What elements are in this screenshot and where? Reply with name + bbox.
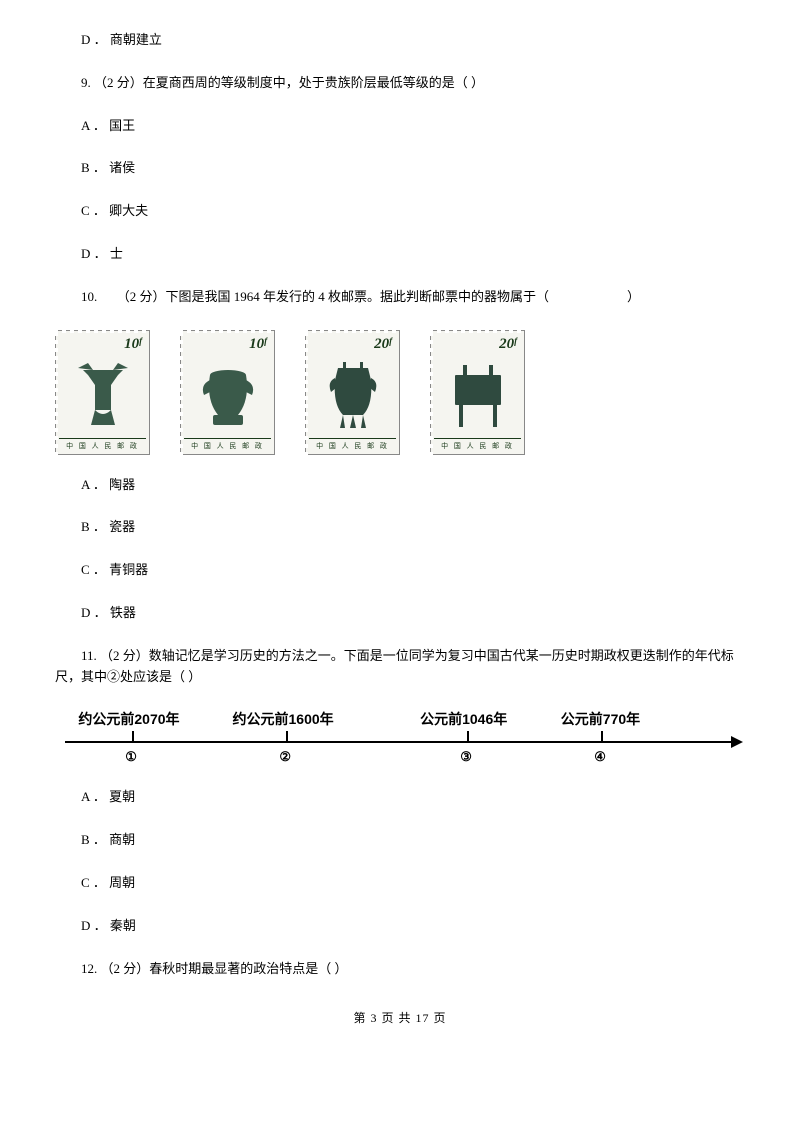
q9-option-d: D ． 士 — [55, 244, 745, 265]
bronze-vessel-icon — [73, 360, 133, 430]
q10-option-c: C ． 青铜器 — [55, 560, 745, 581]
bronze-vessel-icon — [323, 360, 383, 430]
stamp-3-vessel — [323, 353, 383, 438]
stamp-3: 20ᶠ 中 国 人 民 邮 政 — [305, 330, 400, 455]
bronze-vessel-icon — [443, 360, 513, 430]
timeline-label-2: 约公元前1600年 — [233, 709, 334, 729]
page-footer: 第 3 页 共 17 页 — [55, 1009, 745, 1026]
q10-option-d: D ． 铁器 — [55, 603, 745, 624]
q9-option-a: A ． 国王 — [55, 116, 745, 137]
timeline-bottom-labels: ① ② ③ ④ — [65, 749, 735, 767]
timeline: 约公元前2070年 约公元前1600年 公元前1046年 公元前770年 ① ②… — [55, 709, 745, 767]
stamp-4-caption: 中 国 人 民 邮 政 — [434, 438, 521, 451]
stamp-2: 10ᶠ 中 国 人 民 邮 政 — [180, 330, 275, 455]
timeline-marker-1: ① — [125, 749, 137, 765]
stamp-3-value: 20ᶠ — [374, 336, 396, 353]
q10-stem: 10. （2 分）下图是我国 1964 年发行的 4 枚邮票。据此判断邮票中的器… — [55, 287, 745, 308]
timeline-ticks — [65, 731, 735, 741]
q10-option-b: B ． 瓷器 — [55, 517, 745, 538]
page-content: D ． 商朝建立 9. （2 分）在夏商西周的等级制度中，处于贵族阶层最低等级的… — [0, 0, 800, 1046]
q11-option-d: D ． 秦朝 — [55, 916, 745, 937]
q10-option-a: A ． 陶器 — [55, 475, 745, 496]
stamp-4-value: 20ᶠ — [499, 336, 521, 353]
q10-stem-num: 10. — [81, 289, 101, 304]
stamp-2-value: 10ᶠ — [249, 336, 271, 353]
timeline-label-3: 公元前1046年 — [420, 709, 507, 729]
timeline-label-4: 公元前770年 — [561, 709, 640, 729]
stamp-3-caption: 中 国 人 民 邮 政 — [309, 438, 396, 451]
stamp-2-vessel — [198, 353, 258, 438]
stamp-4-vessel — [443, 353, 513, 438]
q11-stem: 11. （2 分）数轴记忆是学习历史的方法之一。下面是一位同学为复习中国古代某一… — [55, 646, 745, 688]
timeline-arrow-icon — [731, 736, 743, 748]
q9-stem: 9. （2 分）在夏商西周的等级制度中，处于贵族阶层最低等级的是（ ） — [55, 73, 745, 94]
stamp-1-caption: 中 国 人 民 邮 政 — [59, 438, 146, 451]
stamp-1-vessel — [73, 353, 133, 438]
timeline-axis — [65, 741, 735, 743]
q8-option-d: D ． 商朝建立 — [55, 30, 745, 51]
bronze-vessel-icon — [198, 360, 258, 430]
q11-option-a: A ． 夏朝 — [55, 787, 745, 808]
stamp-1-value: 10ᶠ — [124, 336, 146, 353]
timeline-label-1: 约公元前2070年 — [78, 709, 179, 729]
q11-option-b: B ． 商朝 — [55, 830, 745, 851]
timeline-top-labels: 约公元前2070年 约公元前1600年 公元前1046年 公元前770年 — [65, 709, 735, 729]
stamp-2-caption: 中 国 人 民 邮 政 — [184, 438, 271, 451]
stamp-4: 20ᶠ 中 国 人 民 邮 政 — [430, 330, 525, 455]
stamp-1: 10ᶠ 中 国 人 民 邮 政 — [55, 330, 150, 455]
q10-stem-text: （2 分）下图是我国 1964 年发行的 4 枚邮票。据此判断邮票中的器物属于（ — [117, 289, 549, 304]
timeline-marker-3: ③ — [460, 749, 472, 765]
q9-option-b: B ． 诸侯 — [55, 158, 745, 179]
q12-stem: 12. （2 分）春秋时期最显著的政治特点是（ ） — [55, 959, 745, 980]
stamp-row: 10ᶠ 中 国 人 民 邮 政 10ᶠ 中 国 人 民 邮 政 20ᶠ — [55, 330, 745, 455]
timeline-marker-2: ② — [279, 749, 291, 765]
q9-option-c: C ． 卿大夫 — [55, 201, 745, 222]
q10-stem-close: ） — [627, 289, 640, 304]
timeline-marker-4: ④ — [594, 749, 606, 765]
q11-option-c: C ． 周朝 — [55, 873, 745, 894]
